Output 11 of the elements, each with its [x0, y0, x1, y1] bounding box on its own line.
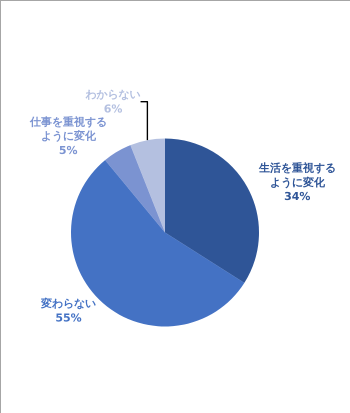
- pie-slice: [105, 145, 165, 232]
- slice-label: 変わらない: [40, 297, 96, 310]
- pie-slice: [165, 138, 259, 283]
- data-label: 6%: [104, 102, 122, 116]
- slice-label: 生活を重視するように変化: [258, 162, 336, 189]
- slice-label: わからない: [84, 88, 141, 102]
- data-label: 5%: [58, 144, 78, 157]
- pie-slice: [130, 138, 165, 232]
- data-label: 34%: [284, 190, 310, 204]
- data-label: 55%: [55, 311, 82, 324]
- slice-label: 仕事を重視するように変化: [28, 115, 107, 143]
